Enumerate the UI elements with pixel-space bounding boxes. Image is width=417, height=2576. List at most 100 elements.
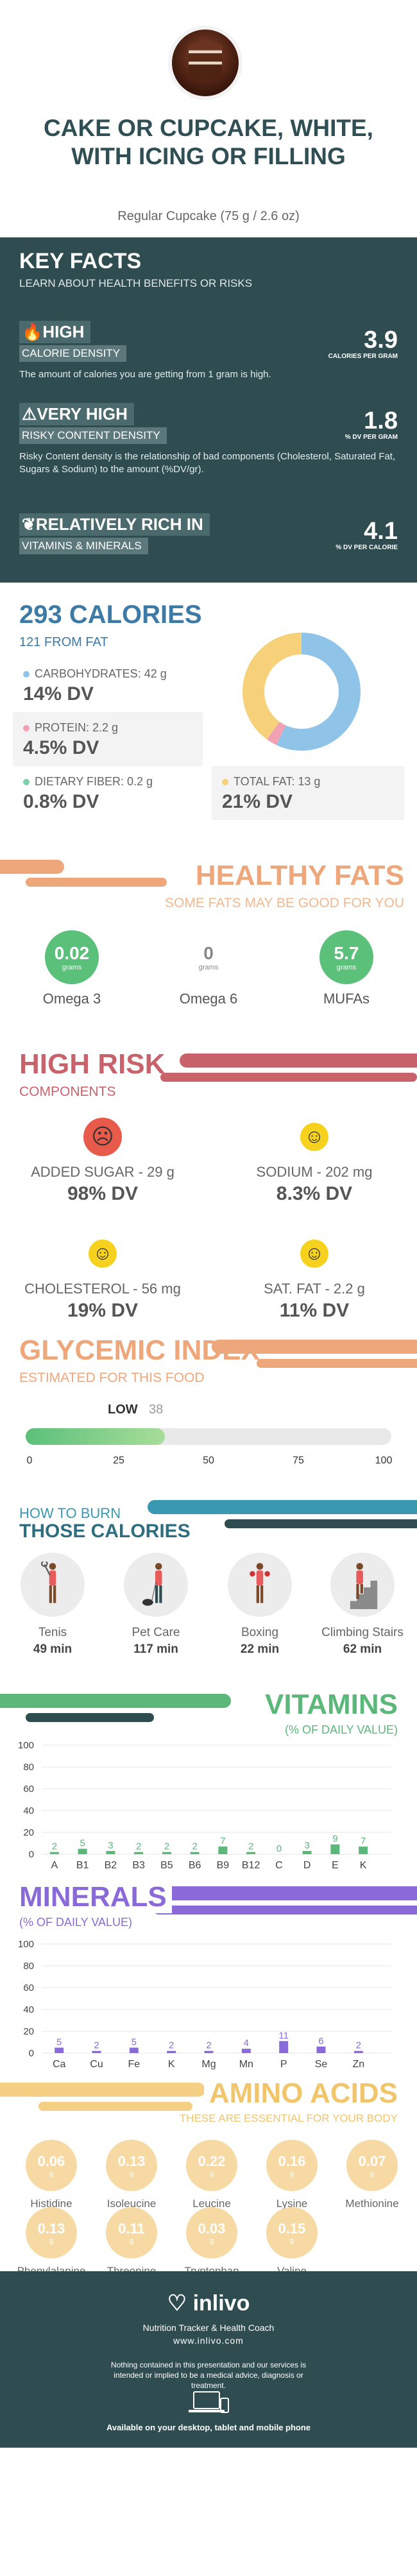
pet-care-label: Pet Care [132,1626,180,1639]
vitamins-value-label: 7 [220,1836,225,1847]
nutrient-fiber: DIETARY FIBER: 0.2 g 0.8% DV [13,766,203,820]
amino-unit: g [289,2170,294,2178]
sodium-label: SODIUM - 202 mg [256,1164,373,1180]
decor-stripe [148,1500,417,1514]
food-title: CAKE OR CUPCAKE, WHITE, WITH ICING OR FI… [44,115,373,169]
omega3-value: 0.02 [54,943,90,963]
gi-tick: 100 [375,1455,393,1466]
amino-item: 0.22 g Leucine [173,2140,250,2210]
risky-content-fact: ⚠VERY HIGH RISKY CONTENT DENSITY Risky C… [19,403,398,476]
glycemic-title: GLYCEMIC INDEX [19,1335,260,1366]
burn-item-boxing: Boxing 22 min [212,1553,308,1657]
vitamins-value-label: 0 [277,1843,282,1854]
availability-note: Available on your desktop, tablet and mo… [106,2423,311,2432]
amino-label: Tryptophan [184,2265,239,2271]
amino-badge: 0.16 g [266,2140,318,2191]
vitamins-category-label: C [275,1860,283,1871]
vitamins-ytick-label: 20 [23,1827,34,1838]
happy-face-icon: ☺ [83,1234,122,1273]
vitamins-category-label: B5 [160,1860,173,1871]
pet-care-icon [124,1553,188,1617]
amino-badge: 0.13 g [106,2140,157,2191]
vitamins-category-label: E [332,1860,339,1871]
minerals-bar [241,2049,251,2053]
amino-value: 0.13 [37,2221,65,2237]
omega3-bubble: 0.02 grams [45,930,99,984]
decor-stripe [0,1694,231,1708]
amino-label: Phenylalanine [17,2265,86,2271]
amino-item: 0.06 g Histidine [13,2140,90,2210]
serving-size: Regular Cupcake (75 g / 2.6 oz) [117,209,300,223]
protein-dot-icon [23,724,30,731]
sat-fat-dv: 11% DV [279,1300,350,1321]
amino-value: 0.07 [358,2153,386,2169]
calorie-density-level: HIGH [42,322,85,341]
risky-content-unit: % DV PER GRAM [345,434,398,441]
glycemic-bar-fill [26,1428,165,1445]
amino-acids-section: AMINO ACIDS THESE ARE ESSENTIAL FOR YOUR… [0,2072,417,2271]
vitamins-category-label: B1 [76,1860,89,1871]
vitamins-category-label: K [360,1860,367,1871]
disclaimer: Nothing contained in this presentation a… [110,2360,307,2390]
boxing-icon [228,1553,292,1617]
boxing-label: Boxing [241,1626,279,1639]
tennis-time: 49 min [33,1642,72,1656]
vitamins-label: VITAMINS & MINERALS [19,538,148,554]
risk-cholesterol: ☺ CHOLESTEROL - 56 mg 19% DV [6,1234,199,1322]
amino-badge: 0.06 g [26,2140,77,2191]
gi-tick: 0 [26,1455,33,1466]
omega3-label: Omega 3 [42,991,101,1007]
protein-label: PROTEIN: 2.2 g [35,721,119,734]
decor-stripe [212,1340,417,1354]
sad-face-icon: ☹ [83,1118,122,1156]
minerals-category-label: Mn [239,2059,253,2070]
brand-url[interactable]: www.inlivo.com [173,2335,244,2346]
vitamins-bar [162,1852,171,1854]
flame-icon: 🔥 [22,322,43,341]
minerals-ytick-label: 100 [18,1939,34,1950]
devices-icon [186,2391,231,2416]
burn-title-1: HOW TO BURN [19,1505,125,1522]
vitamins-category-label: B6 [189,1860,201,1871]
carbs-label: CARBOHYDRATES: 42 g [35,667,167,680]
tennis-label: Tenis [38,1626,67,1639]
burn-calories-section: HOW TO BURN THOSE CALORIES Tenis 49 min … [0,1482,417,1675]
omega6-label: Omega 6 [179,991,238,1007]
amino-unit: g [49,2170,54,2178]
gi-tick: 25 [113,1455,124,1466]
risky-content-value: 1.8 [364,407,398,434]
minerals-bar [55,2047,64,2053]
amino-label: Methionine [345,2197,399,2210]
donut-slice-protein [266,721,286,746]
amino-item: 0.13 g Phenylalanine [13,2207,90,2271]
minerals-category-label: Cu [90,2059,103,2070]
fat-omega6: 0 grams Omega 6 [170,930,247,1007]
nutrient-fat: TOTAL FAT: 13 g 21% DV [212,766,404,820]
carbs-dv: 14% DV [23,683,94,704]
minerals-category-label: K [168,2059,175,2070]
healthy-fats-section: HEALTHY FATS SOME FATS MAY BE GOOD FOR Y… [0,847,417,1039]
vitamins-value-box: 4.1 % DV PER CALORIE [336,518,398,551]
minerals-section: MINERALS (% OF DAILY VALUE) 0 20 40 60 80 100… [0,1873,417,2072]
calorie-density-fact: 🔥HIGH CALORIE DENSITY The amount of calo… [19,321,398,381]
minerals-category-label: Fe [128,2059,140,2070]
high-risk-title: HIGH RISK [19,1048,166,1080]
amino-badge: 0.03 g [186,2207,237,2258]
cholesterol-dv: 19% DV [67,1300,139,1321]
footer: ♡ inlivo Nutrition Tracker & Health Coac… [0,2271,417,2448]
omega6-value: 0 [203,943,214,963]
minerals-ytick-label: 40 [23,2004,34,2015]
vitamins-bar [330,1844,340,1854]
food-photo [168,26,243,100]
vitamins-category-label: B9 [217,1860,230,1871]
amino-badge: 0.22 g [186,2140,237,2191]
vitamins-subtitle: (% OF DAILY VALUE) [284,1723,398,1736]
calorie-density-value-box: 3.9 CALORIES PER GRAM [328,327,398,360]
vitamins-unit: % DV PER CALORIE [336,544,398,551]
minerals-bar [353,2051,363,2053]
minerals-bar [204,2051,214,2053]
minerals-value-label: 2 [169,2040,174,2051]
decor-stripe [160,1073,417,1082]
fiber-dv: 0.8% DV [23,791,99,812]
